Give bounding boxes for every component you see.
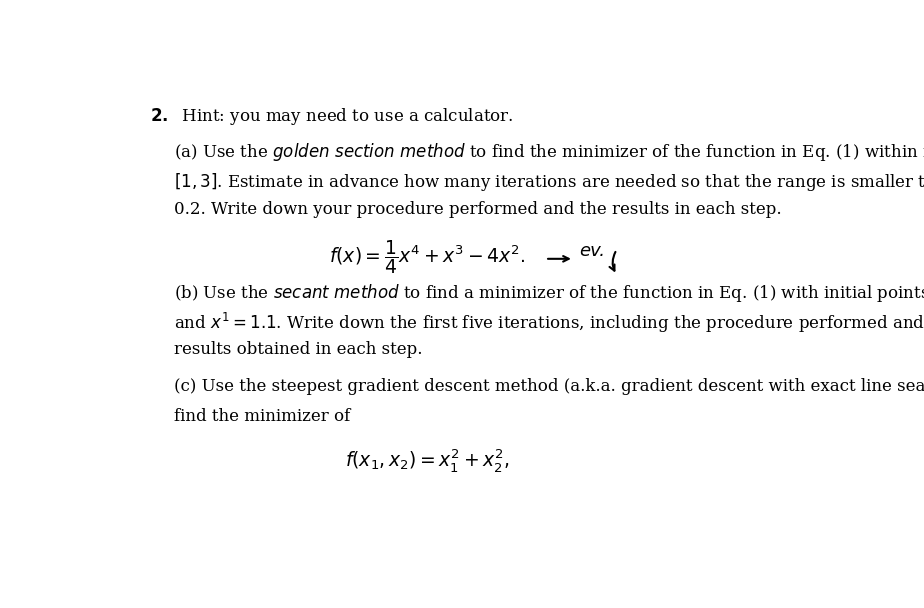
Text: (a) Use the $\it{golden\ section\ method}$ to find the minimizer of the function: (a) Use the $\it{golden\ section\ method… (175, 141, 924, 163)
Text: $f(x_1, x_2) = x_1^2 + x_2^2,$: $f(x_1, x_2) = x_1^2 + x_2^2,$ (345, 447, 509, 474)
Text: 0.2. Write down your procedure performed and the results in each step.: 0.2. Write down your procedure performed… (175, 201, 782, 218)
Text: $\mathbf{2.}$  Hint: you may need to use a calculator.: $\mathbf{2.}$ Hint: you may need to use … (150, 106, 514, 126)
Text: $f(x) = \dfrac{1}{4}x^4 + x^3 - 4x^2.$: $f(x) = \dfrac{1}{4}x^4 + x^3 - 4x^2.$ (329, 238, 525, 275)
Text: find the minimizer of: find the minimizer of (175, 408, 350, 425)
Text: results obtained in each step.: results obtained in each step. (175, 340, 422, 358)
Text: $[1,3]$. Estimate in advance how many iterations are needed so that the range is: $[1,3]$. Estimate in advance how many it… (175, 171, 924, 193)
Text: (b) Use the $\it{secant\ method}$ to find a minimizer of the function in Eq. (1): (b) Use the $\it{secant\ method}$ to fin… (175, 282, 924, 305)
Text: ev.: ev. (579, 243, 605, 260)
Text: (c) Use the steepest gradient descent method (a.k.a. gradient descent with exact: (c) Use the steepest gradient descent me… (175, 378, 924, 395)
Text: and $x^1 = 1.1$. Write down the first five iterations, including the procedure p: and $x^1 = 1.1$. Write down the first fi… (175, 311, 924, 335)
